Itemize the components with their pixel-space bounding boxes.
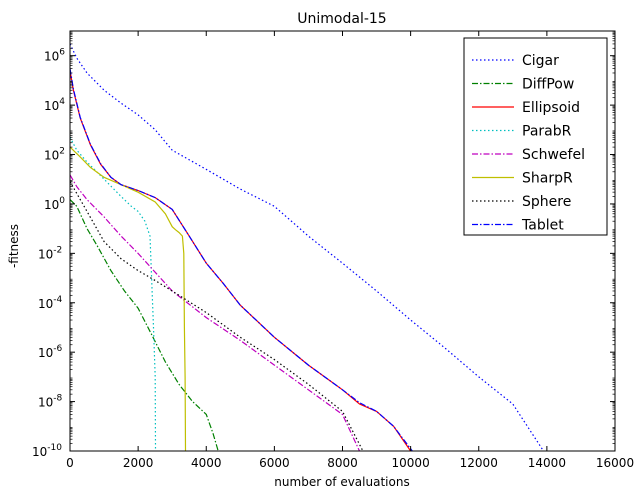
ticks-group: 0 2000 4000 6000 8000 10000 12000 14000 16000 10-… [32, 31, 634, 470]
chart-title: Unimodal-15 [297, 11, 386, 27]
series-line-tablet [70, 68, 413, 451]
series-line-ellipsoid [70, 70, 412, 451]
x-tick-label: 8000 [327, 456, 358, 470]
x-axis-label: number of evaluations [274, 475, 409, 489]
legend-label-diffpow: DiffPow [522, 77, 574, 93]
legend-label-sphere: Sphere [522, 194, 571, 210]
y-tick-label: 104 [44, 97, 65, 113]
legend-frame [463, 37, 608, 236]
x-tick-label: 10000 [392, 456, 430, 470]
x-tick-label: 14000 [528, 456, 566, 470]
legend-label-cigar: Cigar [522, 53, 559, 69]
x-tick-label: 4000 [191, 456, 222, 470]
x-tick-label: 2000 [123, 456, 154, 470]
y-axis-label: -fitness [7, 224, 21, 268]
series-group [70, 43, 545, 451]
legend-label-tablet: Tablet [521, 218, 564, 234]
legend: Cigar DiffPow Ellipsoid ParabR Schwefel Sharp… [463, 37, 608, 236]
x-tick-label: 6000 [259, 456, 290, 470]
y-tick-label: 10-8 [38, 394, 63, 410]
legend-label-sharpr: SharpR [522, 171, 573, 187]
x-tick-label: 12000 [460, 456, 498, 470]
plot-frame [69, 30, 616, 452]
series-line-sphere [70, 181, 364, 451]
x-tick-label: 0 [66, 456, 74, 470]
y-tick-label: 10-10 [32, 443, 62, 459]
series-line-parabr [70, 137, 157, 451]
y-tick-label: 10-4 [38, 295, 63, 311]
series-line-diffpow [70, 199, 219, 451]
y-tick-label: 106 [44, 48, 65, 64]
legend-label-parabr: ParabR [522, 124, 572, 140]
series-line-schwefel [70, 174, 361, 451]
x-tick-label: 16000 [596, 456, 634, 470]
legend-label-schwefel: Schwefel [522, 147, 585, 163]
y-tick-label: 102 [44, 147, 65, 163]
y-tick-label: 10-6 [38, 344, 63, 360]
y-tick-label: 10-2 [38, 245, 62, 261]
y-tick-label: 100 [44, 196, 65, 212]
series-line-sharpr [70, 146, 187, 451]
legend-label-ellipsoid: Ellipsoid [522, 100, 580, 116]
